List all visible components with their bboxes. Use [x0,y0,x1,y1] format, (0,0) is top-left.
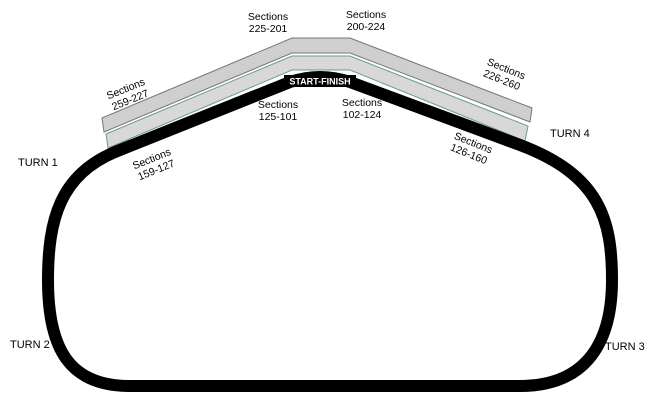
upper-grandstand [101,37,533,133]
label-line: Sections [258,99,298,111]
start-finish: START-FINISH [289,77,350,87]
section-label: Sections159-127 [131,146,177,183]
section-label: Sections226-260 [481,56,527,93]
section-label: Sections 125-101 [258,99,298,123]
label-line: 102-124 [343,109,382,121]
label-line: 125-101 [259,111,298,123]
label-line: Sections [346,9,386,21]
track [41,71,619,392]
label-line: 200-224 [347,21,386,33]
turn-label: TURN 2 [10,339,50,351]
label-line: 225-201 [249,23,288,35]
turn-label: TURN 4 [550,128,590,140]
label-line: Sections [248,11,288,23]
start-finish-box [284,75,356,87]
turn-label: TURN 1 [18,157,58,169]
label-line: Sections [342,97,382,109]
section-label: Sections 200-224 [346,9,386,33]
section-label: Sections 102-124 [342,97,382,121]
section-label: Sections 225-201 [248,11,288,35]
turn-label: TURN 3 [605,341,645,353]
